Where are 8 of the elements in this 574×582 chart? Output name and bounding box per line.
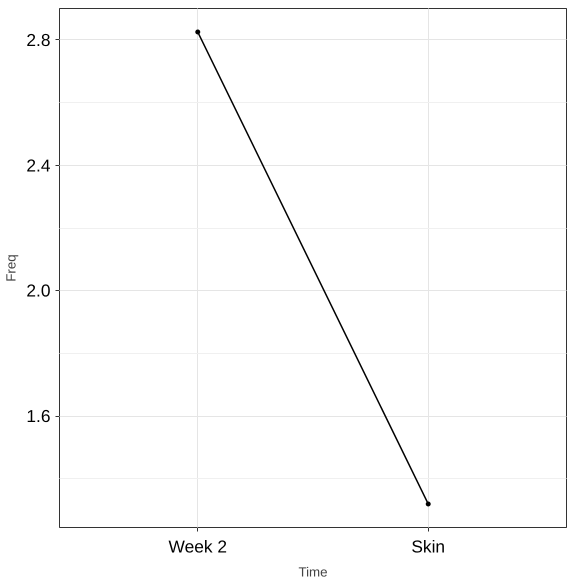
x-tick-label: Skin bbox=[411, 536, 446, 556]
y-tick-label: 1.6 bbox=[26, 406, 51, 426]
x-axis-title: Time bbox=[298, 564, 328, 580]
y-tick-label: 2.8 bbox=[26, 30, 51, 50]
x-tick-label: Week 2 bbox=[168, 536, 227, 556]
y-tick-label: 2.4 bbox=[26, 155, 51, 176]
y-tick-label: 2.0 bbox=[26, 280, 51, 301]
y-axis-title: Freq bbox=[3, 254, 18, 282]
